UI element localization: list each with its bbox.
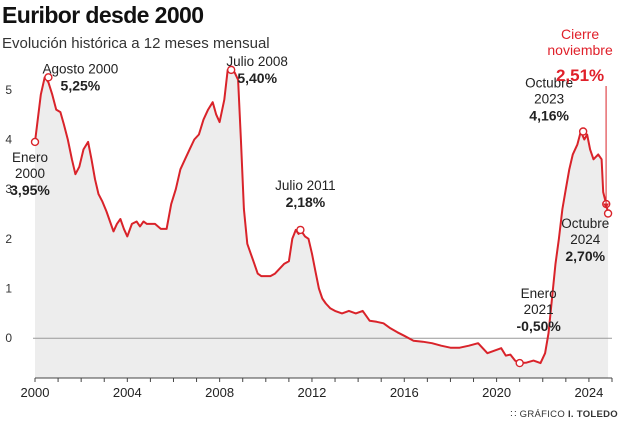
- y-tick-label: 0: [5, 331, 12, 345]
- data-point-marker: [578, 127, 588, 136]
- chart-title: Euribor desde 2000: [2, 2, 204, 28]
- annotation-label: Enero: [12, 150, 48, 165]
- data-point-marker: [30, 137, 40, 147]
- highlight-value: 2,51%: [556, 66, 604, 85]
- highlight-marker: [603, 209, 613, 218]
- axes-layer: 0 1 2 3 4 5 2000 2004 2008 2012 2016 2020 2024: [5, 83, 613, 400]
- highlight-arrow-head: [603, 203, 610, 209]
- credit: ∷ GRÁFICO I. TOLEDO: [510, 409, 618, 420]
- annotation-value: 5,40%: [237, 70, 277, 86]
- data-point-marker: [296, 225, 305, 235]
- area-layer: [35, 69, 609, 379]
- area-fill: [35, 69, 609, 379]
- annotation-label: Julio 2008: [226, 54, 288, 69]
- annotation-value: -0,50%: [517, 318, 562, 334]
- x-tick-label: 2016: [390, 385, 419, 400]
- y-tick-label: 5: [5, 83, 12, 97]
- credit-author: I. TOLEDO: [567, 409, 618, 420]
- annotation-value: 5,25%: [61, 77, 101, 93]
- x-tick-label: 2004: [113, 385, 142, 400]
- x-tick-label: 2012: [297, 385, 326, 400]
- chart-subtitle: Evolución histórica a 12 meses mensual: [2, 35, 270, 52]
- series-line: [34, 68, 610, 365]
- y-tick-label: 1: [5, 282, 12, 296]
- annotation-label: Enero: [521, 286, 557, 301]
- y-tick-label: 3: [5, 182, 12, 196]
- annotation-label: Julio 2011: [275, 178, 336, 193]
- annotation-label: Octubre: [525, 76, 573, 91]
- annotation-value: 2,70%: [565, 248, 605, 264]
- y-tick-label: 2: [5, 232, 12, 246]
- annotation-label-line2: 2021: [524, 302, 554, 317]
- x-tick-label: 2020: [482, 385, 511, 400]
- credit-prefix: GRÁFICO: [519, 409, 566, 420]
- data-point-marker: [226, 65, 236, 75]
- data-point-marker: [515, 358, 524, 368]
- x-tick-label: 2000: [21, 385, 50, 400]
- annotation-label-line2: 2023: [534, 92, 564, 107]
- y-tick-label: 4: [5, 132, 12, 146]
- annotation-label-line2: 2000: [15, 166, 45, 181]
- annotation-value: 4,16%: [529, 108, 569, 124]
- highlight-label-line2: noviembre: [547, 42, 613, 58]
- annotation-label: Agosto 2000: [42, 61, 118, 76]
- x-tick-label: 2024: [574, 385, 603, 400]
- x-tick-label: 2008: [205, 385, 234, 400]
- line-layer: [34, 68, 610, 365]
- credit-marker: ∷: [510, 409, 517, 420]
- annotation-value: 3,95%: [10, 182, 50, 198]
- annotation-label-line2: 2024: [570, 232, 601, 247]
- highlight-label: Cierre: [561, 26, 599, 42]
- annotation-label: Octubre: [561, 216, 609, 231]
- annotation-value: 2,18%: [286, 194, 326, 210]
- data-point-marker: [44, 73, 53, 82]
